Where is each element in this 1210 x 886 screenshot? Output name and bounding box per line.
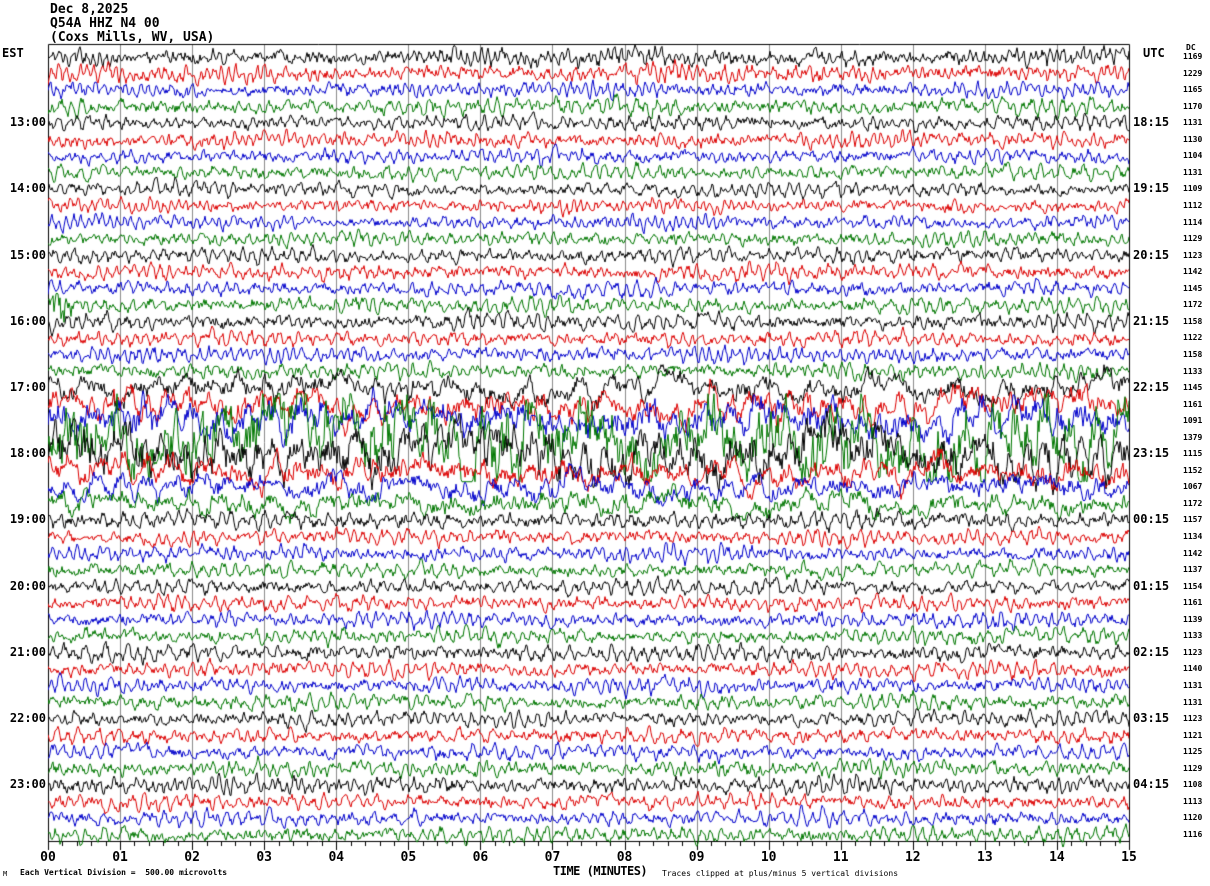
dc-value: 1108 [1183,780,1203,790]
corner-mark: M [3,870,8,878]
minute-label: 09 [688,850,705,865]
utc-hour-label: 18:15 [1133,115,1170,130]
dc-value: 1152 [1183,465,1203,475]
dc-value: 1123 [1183,250,1203,260]
utc-hour-label: 01:15 [1133,578,1170,593]
dc-value: 1139 [1183,614,1203,624]
utc-hour-label: 20:15 [1133,247,1170,262]
dc-value: 1172 [1183,300,1203,310]
est-hour-label: 15:00 [9,247,46,262]
utc-hour-label: 04:15 [1133,777,1170,792]
dc-value: 1091 [1183,416,1203,426]
dc-value: 1115 [1183,449,1203,459]
dc-value: 1121 [1183,730,1203,740]
dc-value: 1133 [1183,366,1203,376]
scale-note: Each Vertical Division = 500.00 microvol… [20,868,228,877]
dc-value: 1165 [1183,85,1203,95]
minute-label: 04 [328,850,345,865]
est-hour-label: 21:00 [9,644,46,659]
dc-value: 1114 [1183,217,1203,227]
dc-value: 1131 [1183,681,1203,690]
est-hour-label: 23:00 [9,777,46,792]
dc-value: 1133 [1183,631,1203,641]
minute-label: 13 [977,850,993,865]
dc-value: 1158 [1183,349,1203,359]
dc-value: 1109 [1183,184,1203,194]
minute-label: 03 [256,850,273,865]
dc-value: 1122 [1183,333,1203,343]
est-hour-label: 20:00 [9,578,46,593]
minute-label: 11 [832,850,849,865]
dc-value: 1104 [1183,151,1203,161]
dc-value: 1145 [1183,283,1203,293]
dc-value: 1134 [1183,532,1203,542]
minute-label: 00 [40,850,56,865]
minute-label: 06 [472,850,489,865]
right-axis-title: UTC [1143,46,1165,60]
dc-value: 1067 [1183,482,1203,492]
location-label: (Coxs Mills, WV, USA) [50,30,215,45]
dc-value: 1379 [1183,432,1203,442]
dc-value: 1142 [1183,548,1203,558]
utc-hour-label: 21:15 [1133,313,1170,328]
dc-value: 1169 [1183,52,1203,61]
minute-label: 07 [544,850,561,865]
dc-value: 1131 [1183,697,1203,707]
dc-value: 1161 [1183,598,1203,608]
utc-hour-label: 00:15 [1133,512,1170,527]
dc-value: 1145 [1183,383,1203,393]
minute-label: 05 [400,850,417,865]
dc-value: 1157 [1183,515,1203,525]
dc-value: 1125 [1183,747,1203,757]
dc-value: 1170 [1183,101,1203,111]
station-label: Q54A HHZ N4 00 [50,16,160,31]
dc-value: 1172 [1183,498,1203,508]
utc-hour-label: 03:15 [1133,711,1170,726]
est-hour-label: 19:00 [9,512,46,527]
x-axis-title: TIME (MINUTES) [553,864,648,878]
minute-label: 01 [112,850,128,865]
dc-value: 1229 [1183,68,1203,78]
dc-value: 1120 [1183,813,1203,823]
left-axis-title: EST [2,46,24,60]
dc-value: 1161 [1183,399,1203,409]
est-hour-label: 16:00 [9,313,46,328]
minute-label: 12 [904,850,921,865]
dc-value: 1137 [1183,565,1203,575]
dc-value: 1123 [1183,647,1203,657]
minute-label: 08 [616,850,633,865]
dc-value: 1112 [1183,200,1203,210]
dc-value: 1131 [1183,167,1203,177]
est-hour-label: 14:00 [9,181,46,196]
dc-value: 1130 [1183,134,1203,144]
dc-value: 1140 [1183,664,1203,674]
dc-value: 1129 [1183,763,1203,773]
minute-label: 10 [760,850,777,865]
est-hour-label: 18:00 [9,446,46,461]
minute-label: 02 [184,850,200,865]
dc-value: 1113 [1183,796,1203,806]
dc-value: 1123 [1183,714,1203,724]
utc-hour-label: 22:15 [1133,380,1170,395]
utc-hour-label: 02:15 [1133,644,1170,659]
date-label: Dec 8,2025 [50,2,129,17]
utc-hour-label: 19:15 [1133,181,1170,196]
dc-value: 1158 [1183,316,1203,326]
minute-label: 15 [1121,850,1137,865]
clip-note: Traces clipped at plus/minus 5 vertical … [662,869,899,878]
dc-column-label: DC [1186,43,1196,52]
dc-value: 1154 [1183,581,1203,591]
est-hour-label: 13:00 [9,115,46,130]
minute-label: 14 [1049,850,1065,865]
dc-value: 1116 [1183,829,1203,839]
dc-value: 1131 [1183,118,1203,128]
dc-value: 1142 [1183,267,1203,277]
est-hour-label: 22:00 [9,711,46,726]
utc-hour-label: 23:15 [1133,446,1170,461]
dc-value: 1129 [1183,234,1203,244]
est-hour-label: 17:00 [9,380,46,395]
